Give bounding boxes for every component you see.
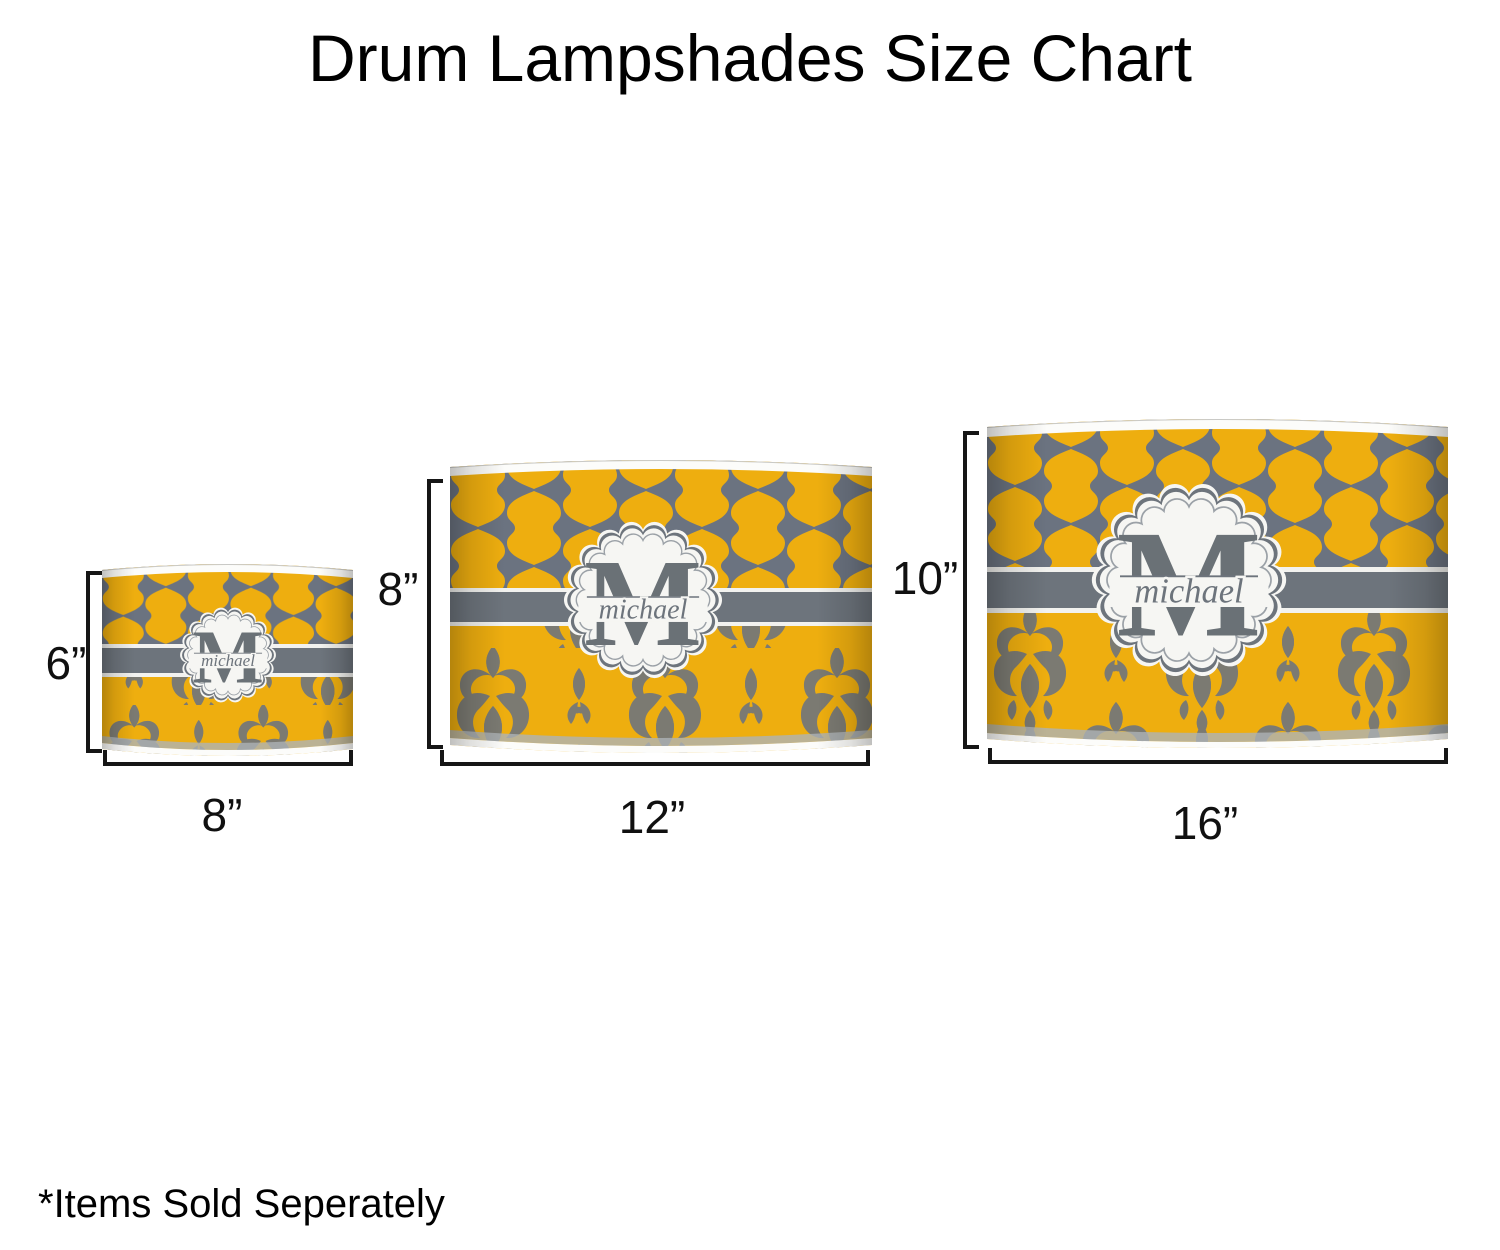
page-title: Drum Lampshades Size Chart bbox=[307, 21, 1193, 95]
width-label-small: 8” bbox=[201, 789, 243, 841]
height-label-large: 10” bbox=[891, 552, 959, 604]
height-bracket-large bbox=[963, 431, 979, 749]
width-label-large: 16” bbox=[1171, 797, 1239, 849]
height-label-small: 6” bbox=[45, 637, 87, 689]
height-label-medium: 8” bbox=[377, 563, 419, 615]
width-bracket-large bbox=[988, 748, 1448, 764]
footnote: *Items Sold Seperately bbox=[38, 1182, 445, 1226]
lampshade-small bbox=[102, 564, 353, 756]
height-bracket-small bbox=[86, 571, 102, 753]
lampshade-medium bbox=[450, 460, 872, 753]
width-bracket-medium bbox=[440, 750, 870, 766]
height-bracket-medium bbox=[427, 479, 443, 749]
width-label-medium: 12” bbox=[618, 791, 686, 843]
width-bracket-small bbox=[103, 750, 353, 766]
lampshade-large bbox=[987, 419, 1448, 748]
